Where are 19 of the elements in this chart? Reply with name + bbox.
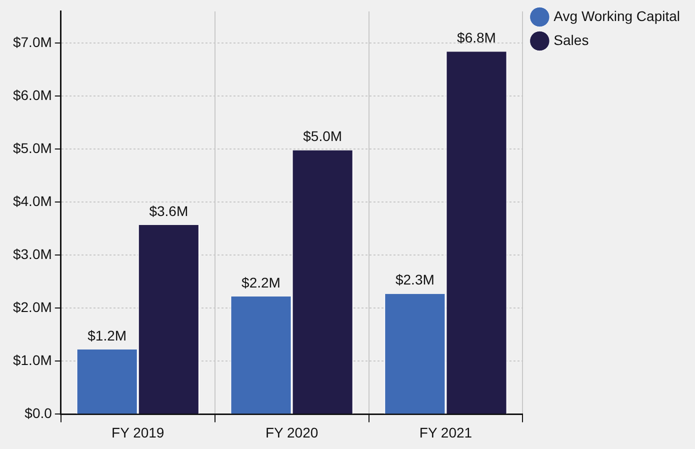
data-label: $5.0M [303,128,342,144]
x-tick-label: FY 2019 [112,424,164,440]
y-tick-label: $3.0M [12,246,52,262]
y-tick-label: $1.0M [12,352,52,368]
data-label: $6.8M [457,30,496,46]
y-tick-label: $7.0M [12,34,52,50]
legend-label: Avg Working Capital [554,8,680,24]
x-tick-label: FY 2021 [419,424,472,440]
data-label: $2.3M [395,272,434,288]
data-label: $3.6M [149,202,188,219]
legend-label: Sales [554,32,589,48]
x-tick-label: FY 2020 [265,424,318,440]
y-tick-label: $0.0 [24,405,52,422]
data-label: $2.2M [242,274,280,290]
y-tick-label: $6.0M [12,87,52,104]
y-tick-label: $2.0M [12,299,52,316]
data-label: $1.2M [88,327,127,344]
y-tick-label: $5.0M [12,140,52,156]
y-tick-label: $4.0M [12,193,52,210]
